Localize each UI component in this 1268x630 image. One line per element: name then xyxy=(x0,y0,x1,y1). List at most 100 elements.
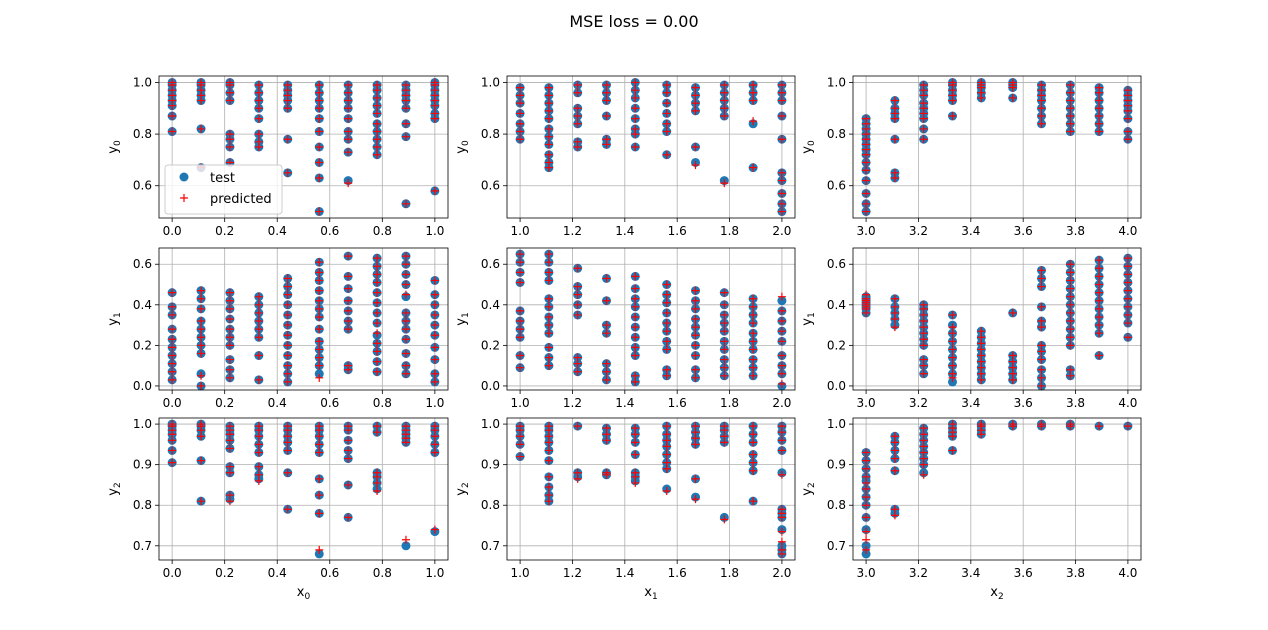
predicted-point xyxy=(516,250,525,259)
predicted-point xyxy=(1066,325,1075,334)
predicted-point xyxy=(1095,119,1104,128)
predicted-point xyxy=(315,207,324,216)
x-tick-label: 3.2 xyxy=(909,396,928,410)
x-tick-label: 1.2 xyxy=(563,566,582,580)
predicted-point xyxy=(283,505,292,514)
predicted-point xyxy=(315,474,324,483)
predicted-point xyxy=(1037,81,1046,90)
predicted-point xyxy=(373,127,382,136)
y-tick-label: 0.6 xyxy=(133,257,152,271)
predicted-point xyxy=(862,464,871,473)
predicted-point xyxy=(573,88,582,97)
predicted-point xyxy=(1008,420,1017,429)
predicted-point xyxy=(516,363,525,372)
predicted-point xyxy=(516,135,525,144)
predicted-point xyxy=(777,422,786,431)
predicted-point xyxy=(430,321,439,330)
predicted-point xyxy=(720,371,729,380)
predicted-point xyxy=(283,361,292,370)
plot-area xyxy=(853,248,1141,390)
predicted-point xyxy=(254,351,263,360)
predicted-point xyxy=(1095,422,1104,431)
predicted-point xyxy=(631,450,640,459)
predicted-point xyxy=(1123,302,1132,311)
predicted-point xyxy=(777,351,786,360)
predicted-point xyxy=(544,150,553,159)
predicted-point xyxy=(544,329,553,338)
predicted-point xyxy=(315,440,324,449)
predicted-point xyxy=(254,462,263,471)
predicted-point xyxy=(544,114,553,123)
predicted-point xyxy=(1095,96,1104,105)
predicted-point xyxy=(401,290,410,299)
subplot-y2-vs-x2: 3.0 3.2 3.4 3.6 3.8 4.0 0.7 0.8 0.9 1.0 y2 x2 xyxy=(800,417,1142,602)
x-tick-label: 3.6 xyxy=(1014,396,1033,410)
predicted-point xyxy=(544,472,553,481)
predicted-point xyxy=(720,300,729,309)
predicted-point xyxy=(890,294,899,303)
predicted-point xyxy=(516,278,525,287)
predicted-point xyxy=(1037,373,1046,382)
predicted-point xyxy=(919,135,928,144)
y-tick-label: 1.0 xyxy=(481,75,500,89)
predicted-point xyxy=(631,78,640,87)
predicted-point xyxy=(573,104,582,113)
predicted-point xyxy=(283,168,292,177)
predicted-point xyxy=(631,424,640,433)
predicted-point xyxy=(430,440,439,449)
predicted-point xyxy=(720,363,729,372)
figure-title: MSE loss = 0.00 xyxy=(569,12,698,31)
predicted-point xyxy=(430,525,439,534)
y-tick-label: 0.4 xyxy=(827,298,846,312)
predicted-point xyxy=(1095,272,1104,281)
predicted-point xyxy=(691,373,700,382)
y-tick-label: 0.2 xyxy=(827,338,846,352)
predicted-point xyxy=(373,150,382,159)
predicted-point xyxy=(197,341,206,350)
predicted-point xyxy=(948,361,957,370)
predicted-point xyxy=(344,104,353,113)
predicted-point xyxy=(720,422,729,431)
predicted-point xyxy=(631,302,640,311)
predicted-point xyxy=(749,117,758,126)
y-tick-label: 0.6 xyxy=(481,179,500,193)
y-tick-label: 0.9 xyxy=(133,458,152,472)
x-tick-label: 1.6 xyxy=(668,566,687,580)
predicted-point xyxy=(862,456,871,465)
predicted-point xyxy=(544,124,553,133)
predicted-point xyxy=(749,458,758,467)
y-tick-label: 0.2 xyxy=(481,338,500,352)
predicted-point xyxy=(1066,341,1075,350)
predicted-point xyxy=(573,137,582,146)
predicted-point xyxy=(544,276,553,285)
predicted-point xyxy=(373,81,382,90)
predicted-point xyxy=(225,96,234,105)
predicted-point xyxy=(225,78,234,87)
predicted-point xyxy=(344,272,353,281)
predicted-point xyxy=(720,355,729,364)
x-tick-label: 3.0 xyxy=(857,224,876,238)
predicted-point xyxy=(315,312,324,321)
predicted-point xyxy=(254,333,263,342)
predicted-point xyxy=(315,509,324,518)
predicted-point xyxy=(777,112,786,121)
predicted-point xyxy=(1123,310,1132,319)
predicted-point xyxy=(373,278,382,287)
predicted-point xyxy=(1095,112,1104,121)
predicted-point xyxy=(919,81,928,90)
predicted-point xyxy=(662,487,671,496)
predicted-point xyxy=(315,104,324,113)
predicted-point xyxy=(777,292,786,301)
predicted-point xyxy=(254,422,263,431)
predicted-point xyxy=(283,446,292,455)
predicted-point xyxy=(344,480,353,489)
y-tick-label: 1.0 xyxy=(827,417,846,431)
y-tick-label: 1.0 xyxy=(481,417,500,431)
predicted-point xyxy=(691,315,700,323)
predicted-point xyxy=(373,319,382,328)
predicted-point xyxy=(516,306,525,315)
predicted-point xyxy=(631,371,640,380)
predicted-point xyxy=(1066,317,1075,326)
predicted-point xyxy=(1066,420,1075,429)
predicted-point xyxy=(283,369,292,378)
